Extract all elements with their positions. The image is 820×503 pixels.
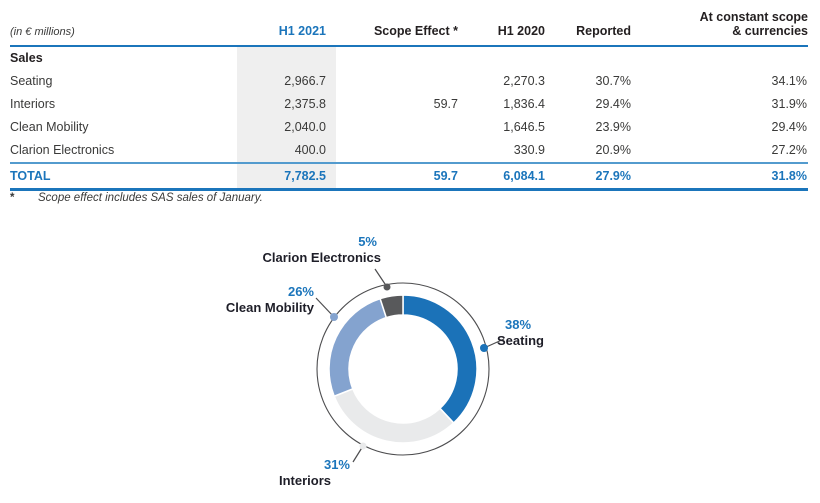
value-constant: 27.2% [642, 138, 808, 164]
leader-line-clean-mobility [315, 297, 335, 318]
chart-label-seating: 38% Seating [497, 317, 544, 349]
donut-segment-clarion-electronics [379, 294, 404, 319]
table-row-clean-mobility: Clean Mobility 2,040.0 1,646.5 23.9% 29.… [10, 115, 808, 139]
donut-segment-seating [402, 294, 478, 425]
constant-scope-line1: At constant scope [699, 10, 808, 24]
constant-scope-line2: & currencies [732, 24, 808, 39]
donut-chart-canvas [315, 268, 505, 463]
table-header-row: (in € millions) H1 2021 Scope Effect * H… [10, 8, 808, 47]
seating-percentage: 38% [505, 317, 532, 332]
donut-segment-interiors [333, 387, 455, 444]
chart-label-interiors: 31% Interiors [260, 457, 350, 489]
chart-label-clean-mobility: 26% Clean Mobility [220, 284, 314, 316]
donut-segments [328, 294, 478, 444]
value-scope-effect: 59.7 [433, 97, 458, 111]
table-section-row-sales: Sales [10, 45, 808, 70]
clean-mobility-name: Clean Mobility [225, 300, 314, 315]
clean-mobility-percentage: 26% [287, 284, 314, 299]
value-scope-effect [336, 70, 470, 93]
value-h1-2020: 1,646.5 [503, 120, 545, 134]
total-constant: 31.8% [642, 162, 808, 191]
section-label: Sales [10, 51, 43, 65]
callout-dot-clean-mobility [330, 313, 338, 321]
value-constant: 31.9% [771, 97, 807, 111]
column-header-h1-2020: H1 2020 [470, 8, 556, 47]
callout-dot-interiors [359, 442, 367, 450]
total-scope-effect: 59.7 [336, 162, 470, 191]
clarion-electronics-name: Clarion Electronics [262, 250, 381, 265]
column-header-constant-scope: At constant scope & currencies [642, 8, 808, 47]
sales-share-donut-chart: 38% Seating 31% Interiors 26% Clean Mobi… [220, 228, 600, 500]
total-label: TOTAL [10, 162, 237, 191]
callout-dot-clarion-electronics [383, 283, 391, 291]
value-h1-2021: 2,966.7 [237, 69, 336, 93]
interiors-name: Interiors [278, 473, 331, 488]
leader-line-clarion-electronics [374, 268, 388, 288]
value-reported: 29.4% [595, 97, 631, 111]
value-scope-effect [336, 116, 470, 139]
footnote: * Scope effect includes SAS sales of Janu… [10, 192, 263, 204]
interiors-percentage: 31% [323, 457, 350, 472]
value-reported: 23.9% [595, 120, 631, 134]
seating-name: Seating [497, 333, 544, 348]
table-row-interiors: Interiors 2,375.8 59.7 1,836.4 29.4% 31.… [10, 92, 808, 116]
row-label: Interiors [10, 97, 56, 111]
unit-label: (in € millions) [10, 8, 237, 47]
row-label: Clean Mobility [10, 120, 89, 134]
table-row-clarion-electronics: Clarion Electronics 400.0 330.9 20.9% 27… [10, 138, 808, 164]
value-reported: 20.9% [556, 138, 642, 164]
value-h1-2020: 1,836.4 [503, 97, 545, 111]
value-h1-2020: 2,270.3 [503, 74, 545, 88]
column-header-h1-2021: H1 2021 [237, 8, 336, 47]
callout-dot-seating [480, 344, 488, 352]
total-h1-2020: 6,084.1 [470, 162, 556, 191]
column-header-reported: Reported [556, 8, 642, 47]
outer-reference-circle [316, 282, 490, 456]
total-reported: 27.9% [556, 162, 642, 191]
sales-by-segment-table: (in € millions) H1 2021 Scope Effect * H… [10, 8, 808, 191]
footnote-marker: * [10, 192, 15, 204]
total-h1-2021: 7,782.5 [237, 162, 336, 191]
clarion-electronics-percentage: 5% [358, 234, 377, 249]
value-scope-effect [336, 138, 470, 164]
row-label: Seating [10, 74, 53, 88]
chart-label-clarion-electronics: 5% Clarion Electronics [229, 234, 381, 266]
value-h1-2021: 2,040.0 [237, 115, 336, 139]
value-h1-2021: 400.0 [237, 138, 336, 164]
table-row-seating: Seating 2,966.7 2,270.3 30.7% 34.1% [10, 69, 808, 93]
row-label: Clarion Electronics [10, 138, 237, 164]
value-h1-2021: 2,375.8 [237, 92, 336, 116]
column-header-scope-effect: Scope Effect * [336, 8, 470, 47]
value-constant: 29.4% [771, 120, 807, 134]
footnote-text: Scope effect includes SAS sales of Janua… [38, 192, 263, 204]
value-reported: 30.7% [595, 74, 631, 88]
table-row-total: TOTAL 7,782.5 59.7 6,084.1 27.9% 31.8% [10, 162, 808, 191]
value-h1-2020: 330.9 [470, 138, 556, 164]
value-constant: 34.1% [771, 74, 807, 88]
